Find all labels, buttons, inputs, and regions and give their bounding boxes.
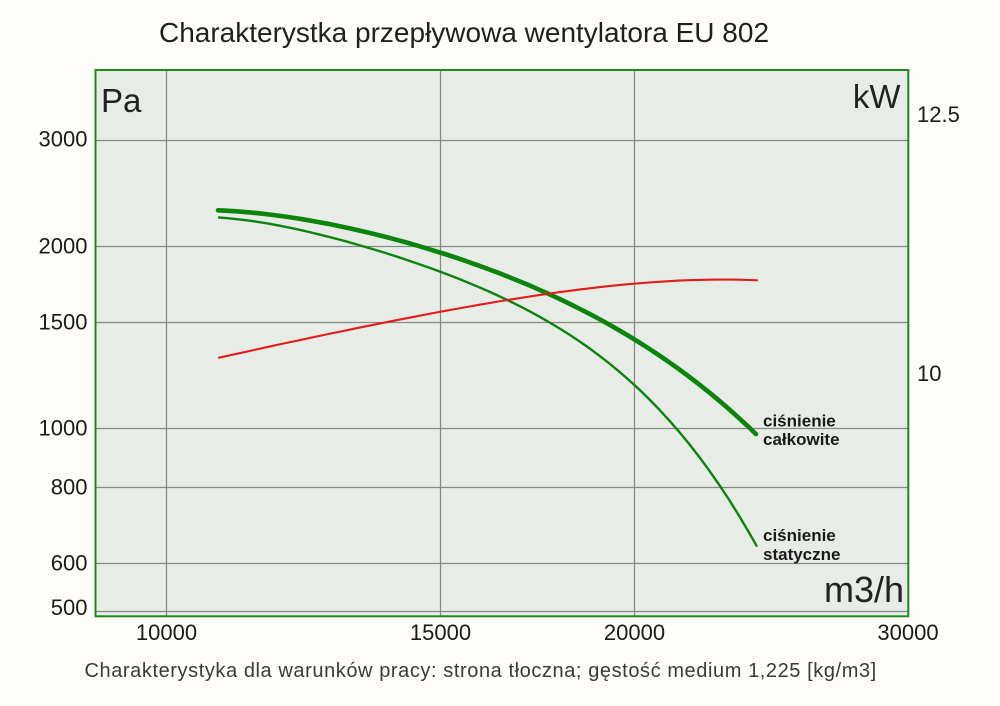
svg-text:ciśnienie: ciśnienie — [763, 526, 836, 545]
svg-text:30000: 30000 — [877, 620, 938, 645]
svg-text:kW: kW — [853, 78, 902, 115]
svg-text:10000: 10000 — [136, 620, 197, 645]
svg-text:800: 800 — [51, 475, 88, 500]
svg-text:20000: 20000 — [604, 620, 665, 645]
svg-text:12.5: 12.5 — [917, 102, 960, 127]
svg-text:Charakterystka przepływowa wen: Charakterystka przepływowa wentylatora E… — [159, 17, 769, 48]
svg-text:m3/h: m3/h — [824, 569, 904, 610]
svg-text:Charakterystyka dla warunków p: Charakterystyka dla warunków pracy: stro… — [85, 660, 877, 682]
svg-text:ciśnienie: ciśnienie — [763, 412, 836, 431]
svg-text:15000: 15000 — [410, 620, 471, 645]
svg-text:1500: 1500 — [39, 310, 88, 335]
svg-text:statyczne: statyczne — [763, 545, 840, 564]
svg-text:2000: 2000 — [39, 234, 88, 259]
svg-text:3000: 3000 — [39, 127, 88, 152]
svg-text:10: 10 — [917, 361, 941, 386]
svg-text:Pa: Pa — [101, 82, 142, 119]
svg-text:całkowite: całkowite — [763, 430, 840, 449]
svg-text:1000: 1000 — [39, 416, 88, 441]
svg-text:500: 500 — [51, 595, 88, 620]
svg-text:600: 600 — [51, 551, 88, 576]
